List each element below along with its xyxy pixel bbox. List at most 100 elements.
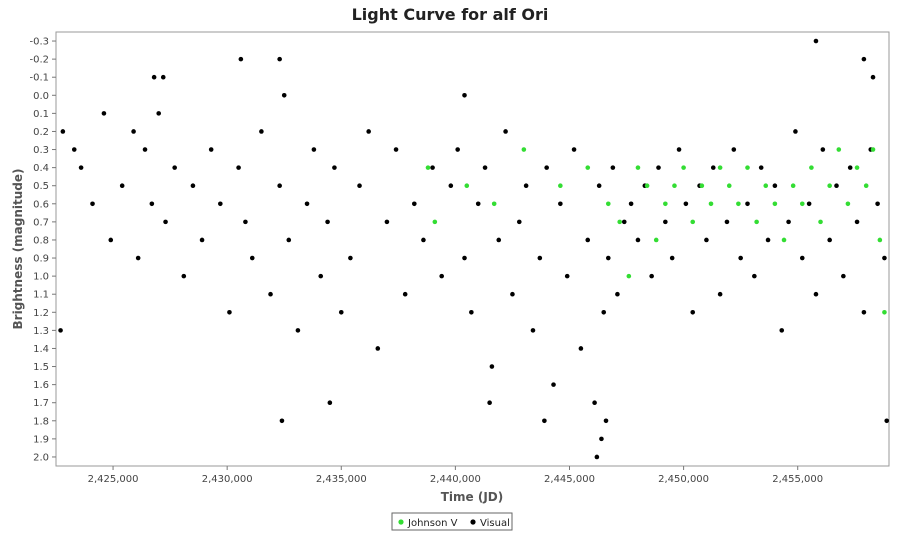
johnson-v-data-point <box>635 165 641 170</box>
visual-data-point <box>268 291 273 297</box>
johnson-v-data-point <box>745 165 750 170</box>
visual-data-point <box>421 237 426 243</box>
y-tick-label: 1.7 <box>33 398 49 409</box>
visual-data-point <box>710 165 716 170</box>
visual-data-point <box>151 74 157 80</box>
visual-data-point <box>311 147 317 152</box>
johnson-v-data-point <box>626 273 632 279</box>
johnson-v-data-point <box>763 183 769 189</box>
visual-data-point <box>332 165 337 170</box>
visual-data-point <box>799 255 805 261</box>
visual-data-point <box>510 291 515 297</box>
visual-data-point <box>669 255 675 261</box>
visual-data-point <box>208 147 214 152</box>
y-tick-label: 1.0 <box>33 272 49 283</box>
visual-data-point <box>663 219 668 225</box>
visual-data-point <box>551 382 556 387</box>
y-tick-label: 1.6 <box>33 380 49 391</box>
visual-data-point <box>605 255 611 261</box>
y-tick-label: 0.8 <box>33 235 49 246</box>
visual-data-point <box>635 237 641 243</box>
visual-data-point <box>854 219 860 225</box>
y-tick-label: 0.7 <box>33 217 49 228</box>
x-tick-label: 2,425,000 <box>88 474 139 485</box>
y-tick-label: 1.5 <box>33 362 49 373</box>
visual-data-point <box>820 147 826 152</box>
visual-data-point <box>717 291 723 297</box>
visual-data-point <box>402 291 408 297</box>
visual-data-point <box>841 273 846 279</box>
visual-data-point <box>78 165 84 170</box>
visual-data-point <box>594 454 600 460</box>
johnson-v-data-point <box>809 165 814 170</box>
visual-data-point <box>724 219 730 225</box>
visual-data-point <box>227 309 232 315</box>
visual-data-point <box>656 165 661 170</box>
visual-data-point <box>487 400 492 406</box>
johnson-v-series <box>425 147 887 315</box>
visual-data-point <box>149 201 155 207</box>
legend-label-johnson-v: Johnson V <box>407 518 458 529</box>
visual-data-point <box>603 418 609 424</box>
visual-data-point <box>475 201 481 207</box>
visual-data-point <box>704 237 709 243</box>
visual-data-point <box>610 165 616 170</box>
visual-data-point <box>393 147 399 152</box>
visual-data-point <box>482 165 488 170</box>
visual-data-point <box>58 328 63 333</box>
visual-data-point <box>615 291 620 297</box>
johnson-v-data-point <box>708 201 714 207</box>
visual-data-point <box>259 129 264 134</box>
visual-data-point <box>249 255 255 261</box>
y-tick-label: 1.8 <box>33 416 49 427</box>
johnson-v-data-point <box>726 183 732 189</box>
legend-box <box>391 512 513 531</box>
johnson-v-data-point <box>836 147 842 152</box>
visual-data-point <box>108 237 114 243</box>
y-tick-label: 1.3 <box>33 326 49 337</box>
y-tick-label: 0.1 <box>33 109 49 120</box>
visual-data-point <box>564 273 570 279</box>
visual-data-point <box>327 400 333 406</box>
visual-data-point <box>745 201 750 207</box>
visual-data-point <box>448 183 454 189</box>
visual-data-point <box>516 219 522 225</box>
visual-data-point <box>295 328 301 333</box>
visual-data-point <box>690 309 696 315</box>
visual-data-point <box>119 183 125 189</box>
visual-data-point <box>135 255 141 261</box>
visual-data-point <box>60 129 66 134</box>
y-tick-label: 2.0 <box>33 452 49 463</box>
visual-data-point <box>870 74 876 80</box>
visual-data-point <box>585 237 591 243</box>
johnson-v-data-point <box>491 201 497 207</box>
visual-data-point <box>596 183 602 189</box>
johnson-v-data-point <box>585 165 591 170</box>
visual-data-point <box>236 165 241 170</box>
visual-data-point <box>537 255 543 261</box>
visual-data-point <box>765 237 771 243</box>
y-tick-label: 0.6 <box>33 199 49 210</box>
visual-data-point <box>455 147 460 152</box>
visual-data-point <box>503 129 508 134</box>
legend-marker-visual <box>470 519 476 525</box>
visual-data-point <box>279 418 285 424</box>
visual-data-point <box>786 219 791 225</box>
visual-data-point <box>599 436 604 442</box>
y-tick-label: 0.9 <box>33 254 49 265</box>
y-tick-label: 0.3 <box>33 145 49 156</box>
legend-label-visual: Visual <box>480 518 510 529</box>
johnson-v-data-point <box>754 219 759 225</box>
visual-data-point <box>281 92 287 98</box>
visual-data-point <box>827 237 832 243</box>
visual-data-point <box>847 165 853 170</box>
johnson-v-data-point <box>644 183 650 189</box>
y-tick-label: 1.9 <box>33 434 49 445</box>
visual-data-point <box>628 201 634 207</box>
visual-data-point <box>439 273 444 279</box>
visual-data-point <box>758 165 764 170</box>
visual-data-point <box>384 219 390 225</box>
visual-data-point <box>861 56 867 62</box>
visual-data-point <box>875 201 880 207</box>
visual-data-point <box>544 165 549 170</box>
